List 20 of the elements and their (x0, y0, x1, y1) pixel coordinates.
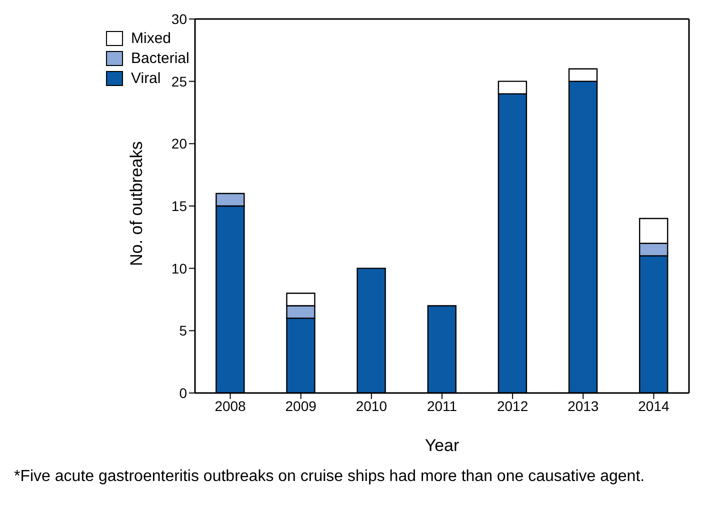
x-tick-label: 2010 (356, 398, 388, 414)
legend-label: Viral (131, 70, 161, 86)
x-tick-label: 2009 (285, 398, 317, 414)
y-tick-label: 15 (171, 198, 188, 214)
y-axis-title: No. of outbreaks (127, 141, 146, 266)
legend-label: Bacterial (131, 50, 190, 66)
x-tick-label: 2014 (638, 398, 670, 414)
text: *Five acute gastroenteritis outbreaks on cruise ships had more than one causative agent. (14, 467, 646, 486)
y-tick-label: 25 (171, 73, 188, 90)
x-tick-label: 2013 (568, 398, 599, 414)
x-axis-title: Year (424, 436, 460, 455)
x-tick-label: 2012 (496, 398, 528, 414)
x-tick-label: 2008 (214, 398, 246, 414)
y-tick-label: 0 (179, 384, 188, 401)
y-tick-label: 20 (171, 136, 188, 152)
x-tick-label: 2011 (426, 398, 458, 414)
y-tick-label: 5 (179, 322, 188, 339)
y-tick-label: 10 (171, 260, 188, 276)
legend-label: Mixed (131, 30, 172, 46)
y-tick-label: 30 (171, 10, 188, 27)
